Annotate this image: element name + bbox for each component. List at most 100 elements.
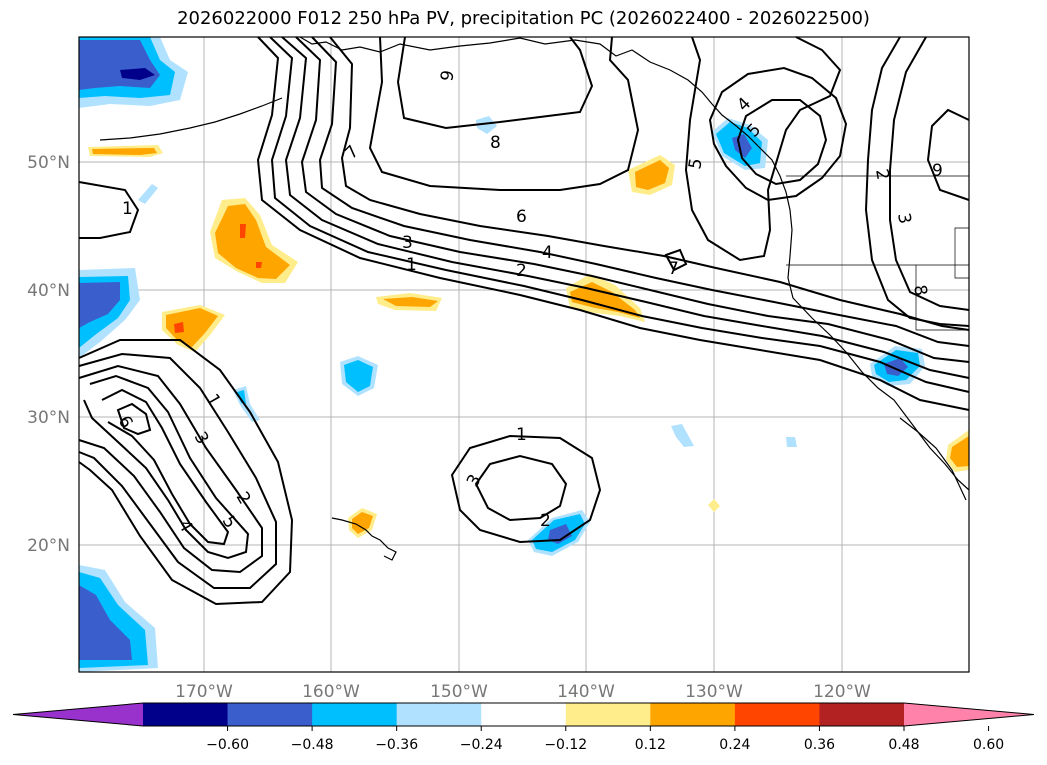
- precip-negative: [548, 524, 572, 544]
- contour-label: 6: [516, 207, 527, 227]
- precip-negative: [120, 68, 155, 80]
- colorbar-tick-label: 0.24: [719, 737, 750, 753]
- contour-label: 3: [402, 233, 413, 253]
- colorbar-swatch: [650, 703, 736, 726]
- precip-positive: [708, 499, 720, 512]
- contour-label: 1: [516, 425, 527, 445]
- contour-label: 1: [406, 255, 417, 275]
- colorbar-extend-high: [904, 703, 1034, 726]
- pv-contour: [396, 36, 594, 130]
- pv-contour: [78, 339, 294, 606]
- pv-contour: [101, 388, 230, 546]
- gridlines: [79, 37, 969, 672]
- precip-positive: [215, 204, 290, 279]
- pv-contour: [864, 36, 970, 327]
- pv-contour: [78, 352, 277, 589]
- precip-positive: [240, 224, 246, 238]
- colorbar-tick-label: −0.60: [206, 737, 249, 753]
- colorbar-swatch: [143, 703, 229, 726]
- colorbar-tick-label: −0.12: [544, 737, 587, 753]
- pv-contour: [368, 36, 640, 191]
- pv-contour: [295, 36, 970, 363]
- colorbar-ticks: −0.60 −0.48 −0.36 −0.24 −0.12 0.12 0.24 0.36 0.4…: [206, 726, 1004, 753]
- colorbar-swatch: [312, 703, 398, 726]
- pv-contour: [889, 36, 970, 311]
- pv-contour: [708, 66, 848, 202]
- colorbar-tick-label: 0.60: [973, 737, 1004, 753]
- precip-positive: [174, 322, 184, 333]
- pv-contour: [474, 454, 568, 522]
- coastline-alaska: [299, 36, 970, 491]
- contour-label: 9: [437, 69, 459, 83]
- precip-negative: [79, 585, 132, 660]
- colorbar-tick-label: 0.12: [635, 737, 666, 753]
- contour-label: 9: [932, 161, 943, 181]
- precip-positive: [570, 282, 640, 318]
- lat-label: 40°N: [27, 281, 70, 301]
- coastlines: [99, 36, 970, 561]
- precip-positive: [352, 512, 373, 534]
- contour-label: 8: [909, 283, 931, 297]
- contour-label: 2: [871, 167, 893, 181]
- colorbar-outline: [12, 702, 1035, 727]
- lat-tick-labels: 50°N 40°N 30°N 20°N: [27, 153, 70, 556]
- lon-label: 130°W: [685, 682, 743, 702]
- pv-contour: [736, 99, 828, 186]
- lon-tick-labels: 170°W 160°W 150°W 140°W 130°W 120°W: [175, 682, 871, 702]
- colorbar-swatch: [396, 703, 482, 726]
- pv-contour: [269, 36, 970, 393]
- pv-contour: [311, 36, 970, 347]
- colorbar-tick-label: −0.36: [375, 737, 418, 753]
- precip-positive: [635, 160, 669, 190]
- precip-negative: [79, 282, 120, 328]
- coastline-hawaii: [331, 517, 397, 561]
- lon-label: 150°W: [430, 682, 488, 702]
- precip-positive: [256, 262, 262, 268]
- pv-contour: [281, 36, 970, 379]
- pv-contour: [664, 248, 688, 272]
- coastline-aleutians: [99, 97, 283, 141]
- precip-negative: [671, 424, 694, 447]
- precip-positive: [92, 148, 157, 155]
- contour-label: 1: [122, 199, 133, 219]
- precip-negative: [476, 116, 497, 134]
- contour-label: 2: [540, 511, 551, 531]
- lat-label: 30°N: [27, 408, 70, 428]
- colorbar: [12, 702, 1035, 727]
- map-title: 2026022000 F012 250 hPa PV, precipitatio…: [177, 8, 870, 29]
- colorbar-tick-label: 0.36: [804, 737, 835, 753]
- precip-negative: [138, 184, 158, 204]
- pv-contour: [329, 36, 970, 331]
- lon-label: 120°W: [813, 682, 871, 702]
- map-frame: [78, 36, 970, 673]
- colorbar-swatch: [565, 703, 651, 726]
- colorbar-extend-low: [13, 703, 143, 726]
- contour-label: 7: [668, 259, 679, 279]
- contour-label: 4: [542, 243, 553, 263]
- precip-positive: [383, 297, 438, 307]
- precip-negative: [786, 437, 797, 447]
- colorbar-swatch: [734, 703, 820, 726]
- precip-positive: [950, 436, 969, 467]
- pv-contour: [684, 36, 842, 262]
- pv-contour: [78, 364, 263, 574]
- pv-contours: [78, 36, 970, 606]
- pv-contour: [926, 108, 970, 201]
- lon-label: 160°W: [302, 682, 360, 702]
- coastline-mexico: [899, 417, 967, 501]
- colorbar-swatch: [819, 703, 905, 726]
- lat-label: 50°N: [27, 153, 70, 173]
- contour-label: 2: [516, 261, 527, 281]
- contour-label: 8: [490, 133, 501, 153]
- lon-label: 140°W: [557, 682, 615, 702]
- colorbar-swatch: [227, 703, 313, 726]
- pv-contour: [78, 181, 140, 239]
- colorbar-tick-label: −0.48: [291, 737, 334, 753]
- lat-label: 20°N: [27, 536, 70, 556]
- precip-negative: [344, 360, 373, 392]
- pv-contour: [450, 434, 602, 544]
- precip-positive: [166, 308, 218, 347]
- precip-shading: [79, 37, 969, 672]
- colorbar-tick-label: −0.24: [460, 737, 503, 753]
